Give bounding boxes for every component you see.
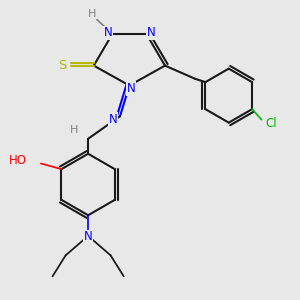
Text: N: N [146,26,155,40]
Text: H: H [70,125,78,136]
Text: S: S [58,59,66,72]
Text: N: N [84,230,92,243]
Text: N: N [109,113,118,126]
Text: HO: HO [9,154,27,167]
Text: N: N [103,26,112,40]
Text: N: N [127,82,136,95]
Text: Cl: Cl [265,117,277,130]
Text: H: H [88,9,96,19]
